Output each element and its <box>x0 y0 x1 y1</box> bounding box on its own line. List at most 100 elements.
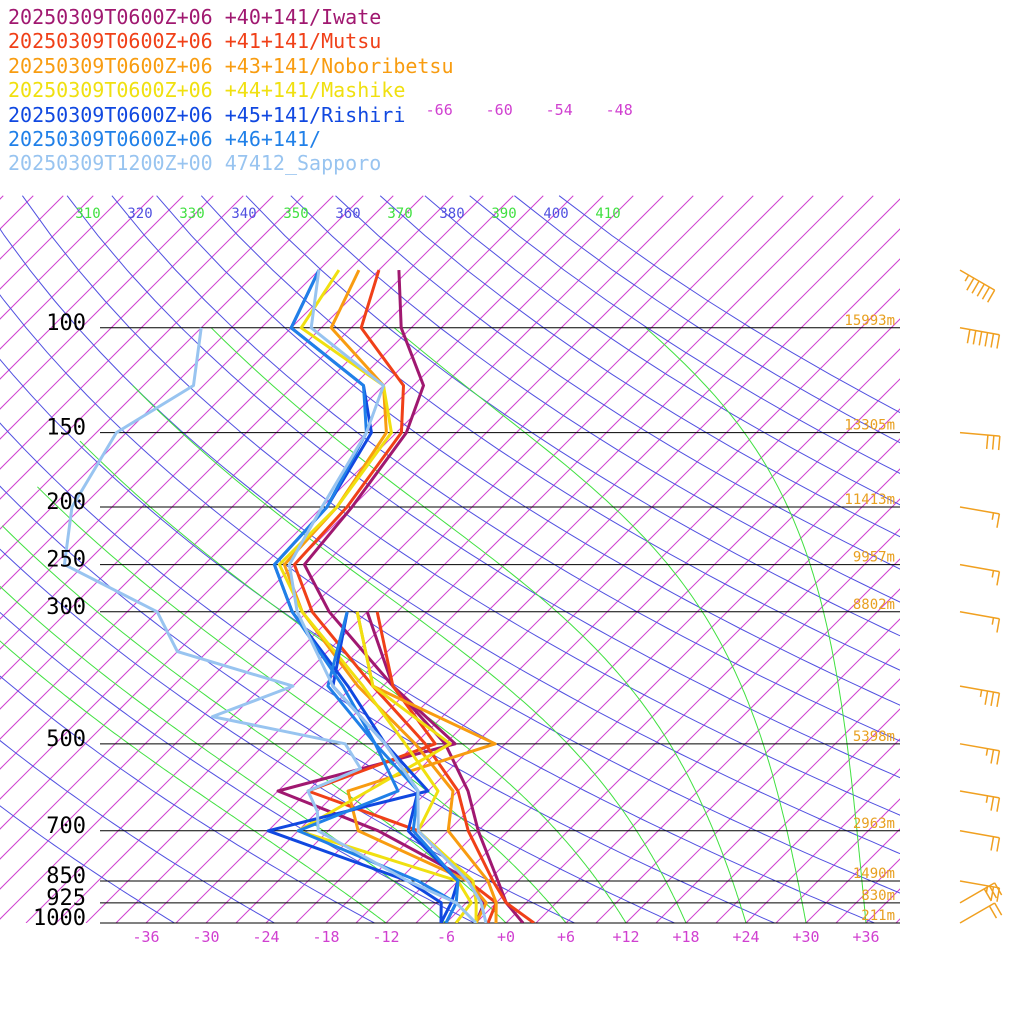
isotherm-line <box>0 195 184 380</box>
wind-barb <box>959 902 1003 924</box>
legend: 20250309T0600Z+06 +40+141/Iwate 20250309T… <box>8 5 454 176</box>
isotherm-line <box>0 195 514 710</box>
temperature-tick-label: +6 <box>557 928 575 946</box>
dry-adiabat-line <box>558 195 900 414</box>
wind-barb <box>959 790 1001 812</box>
dry-adiabat-line <box>0 422 776 923</box>
isotherm-line <box>0 195 694 890</box>
pressure-label: 925 <box>46 886 86 911</box>
isotherm-lines <box>0 195 900 923</box>
isotherm-line <box>0 195 544 740</box>
isotherm-line <box>505 528 900 923</box>
dry-adiabat-line <box>0 805 176 923</box>
isotherm-line <box>145 195 874 923</box>
isotherm-line <box>0 195 424 620</box>
temperature-line <box>287 269 488 923</box>
temperature-tick-label: +30 <box>792 928 819 946</box>
isotherm-line <box>0 195 124 320</box>
isotherm-label: -60 <box>486 101 513 119</box>
moist-adiabat-lines <box>0 327 867 923</box>
isotherm-line <box>595 618 900 923</box>
temperature-line <box>302 270 525 923</box>
temperature-tick-label: -18 <box>312 928 339 946</box>
wind-barb <box>959 506 1001 528</box>
wind-barb <box>959 743 1001 765</box>
theta-label: 340 <box>231 206 256 222</box>
dry-adiabat-line <box>111 195 900 742</box>
isotherm-line <box>775 798 900 923</box>
theta-label: 330 <box>179 206 204 222</box>
temperature-tick-label: -6 <box>437 928 455 946</box>
height-label: 1490m <box>853 866 895 882</box>
isotherm-line <box>0 195 604 800</box>
temperature-tick-label: -36 <box>132 928 159 946</box>
pressure-label: 100 <box>46 311 86 336</box>
dry-adiabat-line <box>245 195 900 637</box>
wind-barb <box>959 685 1001 708</box>
isotherm-line <box>0 195 484 680</box>
legend-entry: 20250309T1200Z+00 47412_Sapporo <box>8 151 382 176</box>
isobar-lines <box>100 327 900 924</box>
isotherm-line <box>685 708 900 923</box>
dewpoint-line <box>306 611 498 923</box>
isotherm-line <box>0 195 364 560</box>
wind-barb <box>959 611 1001 633</box>
dry-adiabat-line <box>0 358 876 923</box>
wind-barb <box>959 882 1003 904</box>
isotherm-line <box>85 195 814 923</box>
sounding-series <box>62 269 535 923</box>
dry-adiabat-line <box>66 195 900 779</box>
dry-adiabat-line <box>0 548 576 923</box>
height-label: 211m <box>861 908 895 924</box>
dry-adiabat-line <box>0 485 676 923</box>
moist-adiabat-line <box>0 585 447 923</box>
isotherm-line <box>625 648 900 923</box>
dry-adiabat-line <box>0 739 276 923</box>
dry-adiabat-lines <box>0 195 900 923</box>
pressure-label: 300 <box>46 595 86 620</box>
temperature-tick-label: +18 <box>672 928 699 946</box>
pressure-label: 150 <box>46 416 86 441</box>
isotherm-line <box>445 468 900 923</box>
moist-adiabat-line <box>79 440 627 923</box>
legend-entry: 20250309T0600Z+06 +46+141/ <box>8 127 322 152</box>
isotherm-line <box>355 378 900 923</box>
isotherm-line <box>805 828 900 923</box>
isotherm-line <box>0 195 154 350</box>
wind-barbs <box>959 269 1003 924</box>
height-label: 13305m <box>844 418 895 434</box>
dry-adiabat-line <box>290 195 900 603</box>
wind-barb <box>959 563 1001 586</box>
dry-adiabat-line <box>514 195 900 444</box>
dry-adiabat-line <box>0 294 900 894</box>
isotherm-line <box>0 195 274 470</box>
theta-label: 410 <box>595 206 620 222</box>
moist-adiabat-line <box>37 486 567 923</box>
wind-barb <box>959 830 1001 852</box>
theta-label: 390 <box>491 206 516 222</box>
pressure-label: 700 <box>46 814 86 839</box>
theta-label: 370 <box>387 206 412 222</box>
theta-label: 320 <box>127 206 152 222</box>
isotherm-line <box>0 195 304 500</box>
dry-adiabat-line <box>0 228 900 855</box>
height-label: 8802m <box>853 597 895 613</box>
isotherm-line <box>0 195 454 650</box>
height-label: 11413m <box>844 492 895 508</box>
legend-entry: 20250309T0600Z+06 +44+141/Mashike <box>8 78 406 103</box>
isotherm-line <box>0 195 4 200</box>
dry-adiabat-line <box>21 195 900 816</box>
theta-label: 350 <box>283 206 308 222</box>
axis-labels: 100 15993m 150 13305m 200 11413m 250 9957m 300 88… <box>33 101 895 946</box>
moist-adiabat-line <box>1 525 507 923</box>
wind-barb <box>959 327 1001 349</box>
isotherm-line <box>295 318 900 923</box>
height-label: 2963m <box>853 816 895 832</box>
temperature-line <box>272 269 460 923</box>
temperature-tick-label: -12 <box>372 928 399 946</box>
height-label: 5398m <box>853 729 895 745</box>
isotherm-line <box>0 195 574 770</box>
isotherm-line <box>205 228 900 923</box>
isotherm-label: -54 <box>546 101 573 119</box>
temperature-tick-label: +0 <box>497 928 515 946</box>
